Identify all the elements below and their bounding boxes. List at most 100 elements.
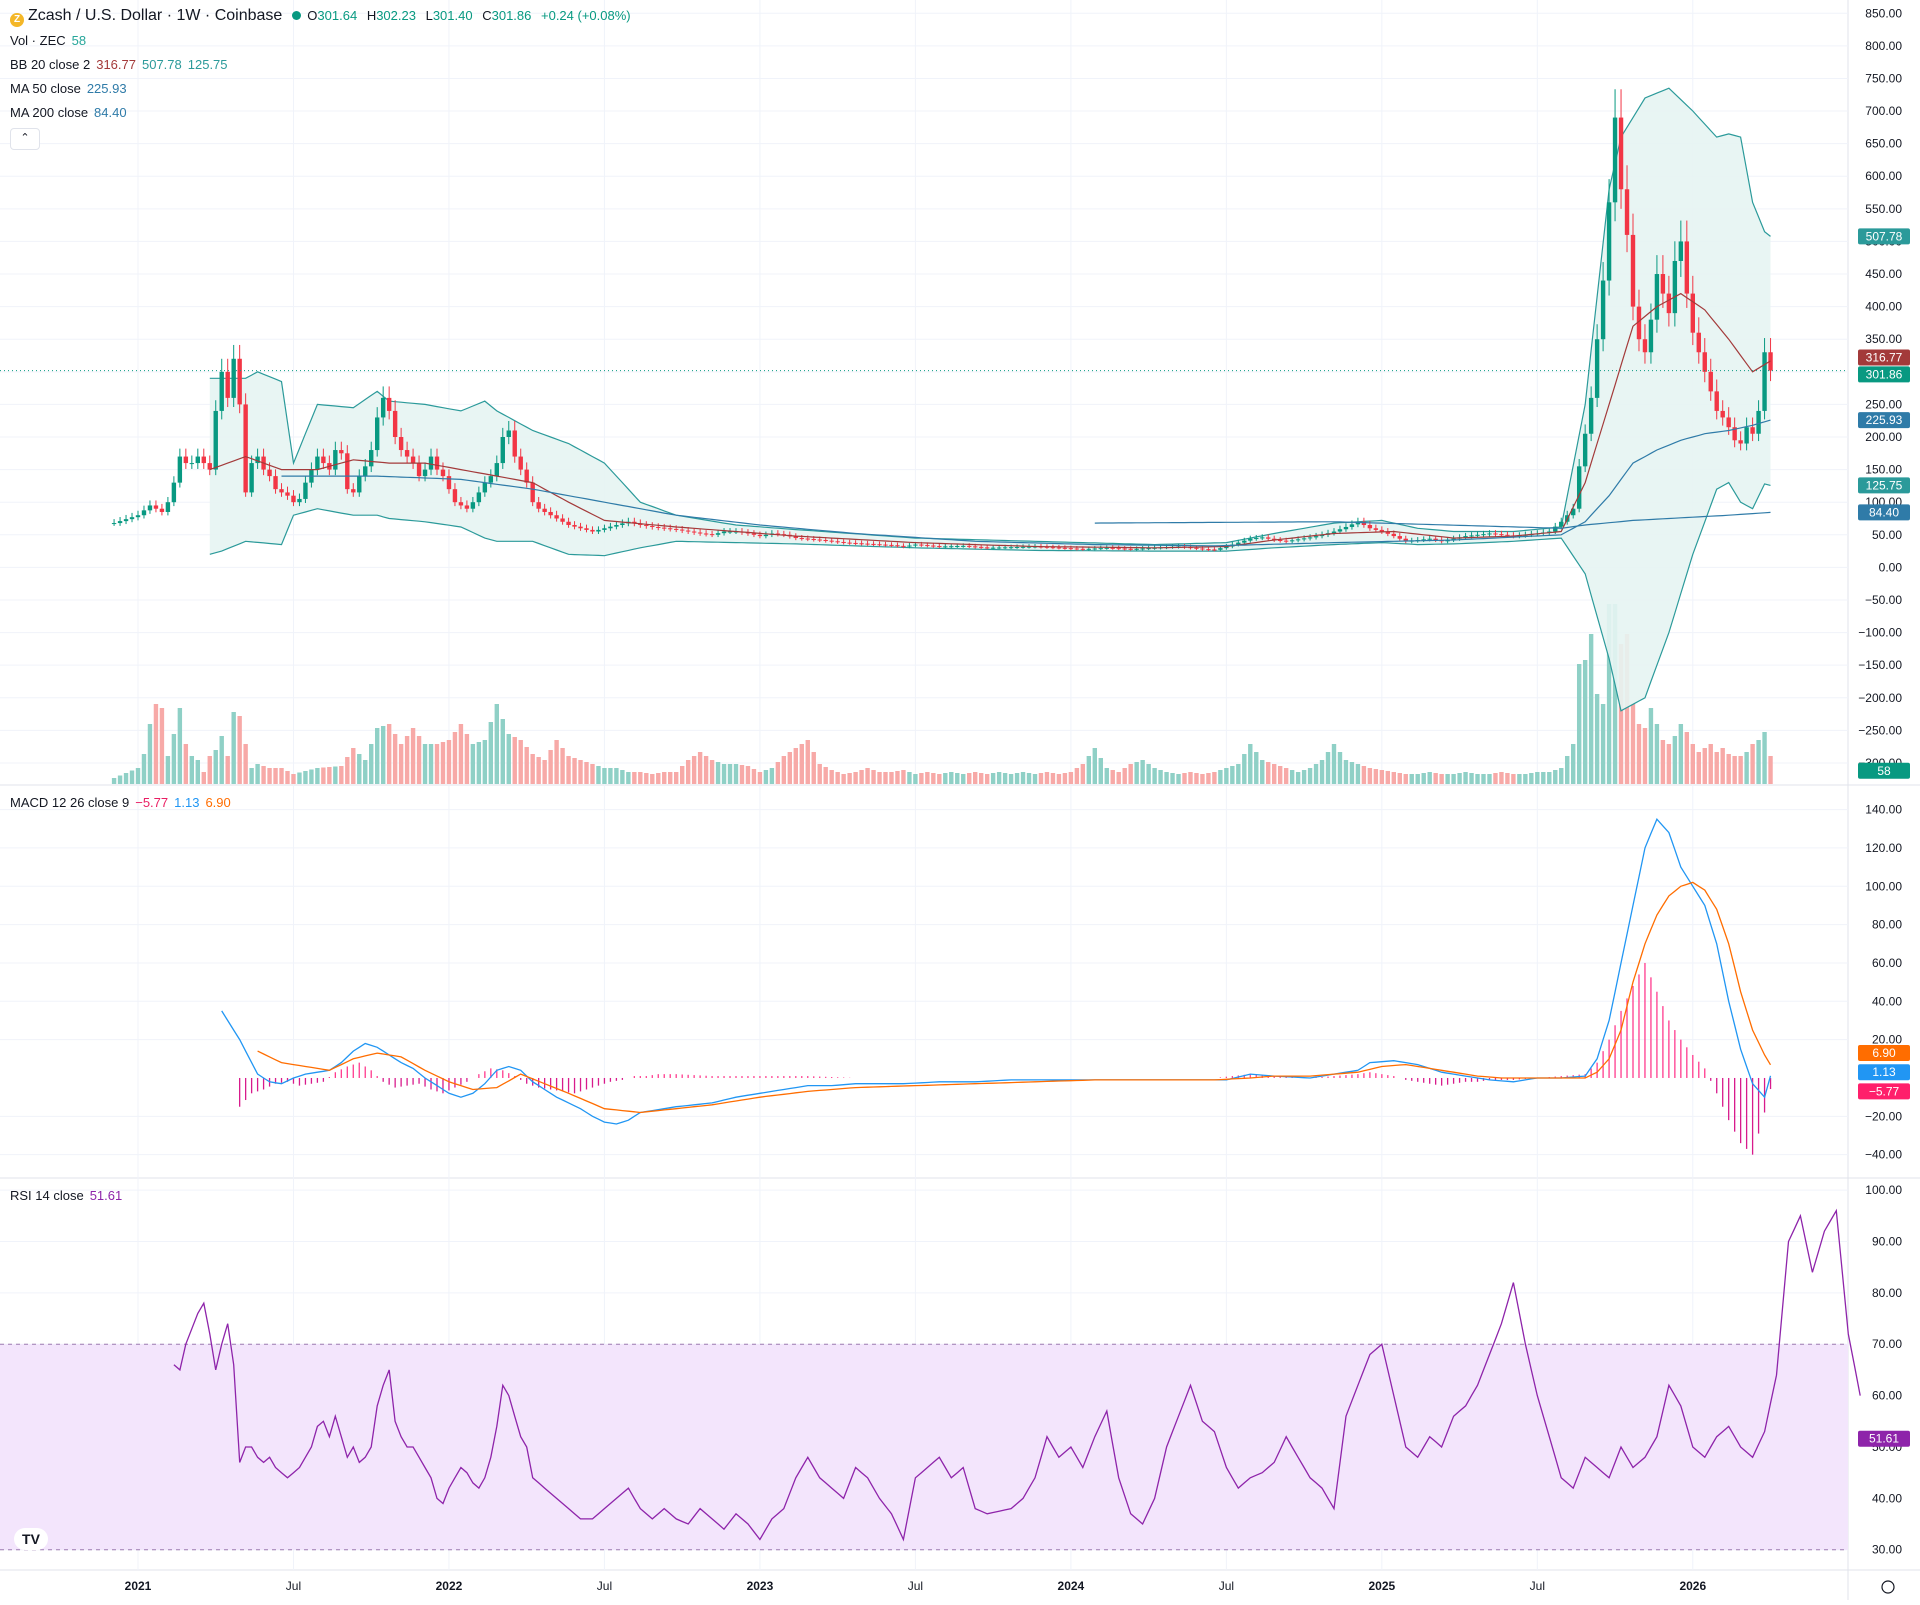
candle-body <box>1618 117 1624 190</box>
candle-body <box>279 489 284 493</box>
price-tick-label: −150.00 <box>1858 658 1902 672</box>
volume-bar <box>1469 773 1474 784</box>
candle-body <box>141 510 147 516</box>
candle-body <box>566 521 571 526</box>
candle-body <box>1636 306 1642 340</box>
candle-body <box>1242 540 1247 543</box>
volume-bar <box>1236 764 1241 784</box>
candle-body <box>584 528 589 530</box>
candle-body <box>500 437 505 464</box>
collapse-legend-button[interactable]: ⌃ <box>10 128 40 150</box>
candle-body <box>1630 234 1636 307</box>
time-tick-label: 2024 <box>1058 1579 1085 1593</box>
volume-legend[interactable]: Vol · ZEC 58 <box>10 33 86 49</box>
bb-legend[interactable]: BB 20 close 2 316.77 507.78 125.75 <box>10 57 228 73</box>
candle-body <box>656 526 661 528</box>
candle-body <box>859 543 864 545</box>
macd-tick-label: 40.00 <box>1872 994 1902 1008</box>
volume-bar <box>446 740 452 784</box>
volume-bar <box>1600 704 1606 784</box>
volume-bar <box>1122 768 1127 784</box>
bb-band-fill <box>209 88 1771 711</box>
volume-bar <box>231 712 236 784</box>
ma50-legend[interactable]: MA 50 close 225.93 <box>10 81 127 97</box>
candle-body <box>1134 548 1139 550</box>
volume-bar <box>1696 752 1701 784</box>
symbol-legend[interactable]: Z Zcash / U.S. Dollar · 1W · Coinbase O301… <box>10 8 631 27</box>
candle-body <box>1684 241 1690 294</box>
volume-bar <box>1571 744 1576 784</box>
volume-bar <box>835 772 840 784</box>
indicator-lines <box>0 292 1861 1542</box>
candle-body <box>249 463 254 493</box>
volume-bar <box>1481 774 1486 784</box>
volume-bar <box>883 772 888 784</box>
volume-bar <box>1086 756 1092 784</box>
candle-body <box>1098 548 1103 550</box>
volume-bar <box>303 771 308 784</box>
rsi-legend[interactable]: RSI 14 close 51.61 <box>10 1188 122 1204</box>
candle-body <box>195 456 200 464</box>
volume-bar <box>1307 768 1313 784</box>
candle-body <box>1272 538 1277 541</box>
candle-body <box>967 545 972 547</box>
price-tick-label: 450.00 <box>1865 267 1902 281</box>
bollinger-bands <box>209 87 1771 712</box>
tradingview-logo-icon[interactable]: TV <box>14 1528 48 1550</box>
volume-bar <box>249 768 254 784</box>
volume-bar <box>488 722 494 784</box>
time-axis[interactable]: 2021 Jul 2022 Jul 2023 Jul 2024 Jul 2025 Jul 2026 <box>125 1579 1895 1594</box>
candle-body <box>1678 241 1684 261</box>
candle-body <box>721 531 727 534</box>
macd-hist-value: −5.77 <box>135 795 169 810</box>
candle-body <box>357 476 362 493</box>
price-axis[interactable]: 850.00 800.00 750.00 700.00 650.00 600.00 550.… <box>1858 6 1902 1556</box>
candle-body <box>1361 521 1367 526</box>
macd-legend[interactable]: MACD 12 26 close 9 −5.77 1.13 6.90 <box>10 795 231 811</box>
candle-body <box>1702 352 1707 372</box>
last-price-badge-label: 301.86 <box>1866 367 1903 381</box>
volume-bar <box>273 768 278 784</box>
volume-bar <box>751 769 757 784</box>
volume-bar <box>1612 604 1618 784</box>
volume-bar <box>1056 774 1062 784</box>
volume-bar <box>996 772 1002 784</box>
volume-bar <box>494 704 499 784</box>
candle-body <box>452 489 458 503</box>
time-tick-label: Jul <box>908 1579 923 1593</box>
candle-body <box>1547 531 1552 533</box>
ma200-legend[interactable]: MA 200 close 84.40 <box>10 105 127 121</box>
volume-bar <box>1343 760 1349 784</box>
candle-body <box>1505 534 1510 536</box>
candle-body <box>1355 521 1361 525</box>
candle-body <box>1660 274 1666 294</box>
candle-body <box>1367 525 1373 529</box>
bb-upper-badge-label: 507.78 <box>1866 229 1903 243</box>
rsi-tick-label: 80.00 <box>1872 1286 1902 1300</box>
volume-bar <box>703 756 709 784</box>
rsi-band <box>0 1343 1848 1551</box>
volume-badge-label: 58 <box>1877 764 1891 778</box>
ma200-line <box>1094 511 1771 529</box>
volume-bar <box>1176 774 1181 784</box>
ma200-value: 84.40 <box>94 105 127 120</box>
bb-lower-badge-label: 125.75 <box>1866 478 1903 492</box>
volume-bar <box>871 770 876 784</box>
price-tick-label: 650.00 <box>1865 137 1902 151</box>
candle-body <box>1708 371 1713 392</box>
candle-body <box>757 534 763 537</box>
volume-bar <box>524 747 529 784</box>
volume-bar <box>410 728 416 784</box>
volume-bar <box>1642 728 1648 784</box>
candle-body <box>1331 531 1337 534</box>
candle-body <box>1092 548 1097 550</box>
volume-bar <box>1038 773 1044 784</box>
candle-body <box>1588 397 1594 434</box>
candle-body <box>1289 540 1295 542</box>
volume-bar <box>1146 764 1151 784</box>
volume-bar <box>434 744 440 784</box>
volume-bar <box>1272 764 1277 784</box>
candle-body <box>883 544 888 546</box>
symbol-title[interactable]: Zcash / U.S. Dollar · 1W · Coinbase <box>28 7 283 24</box>
